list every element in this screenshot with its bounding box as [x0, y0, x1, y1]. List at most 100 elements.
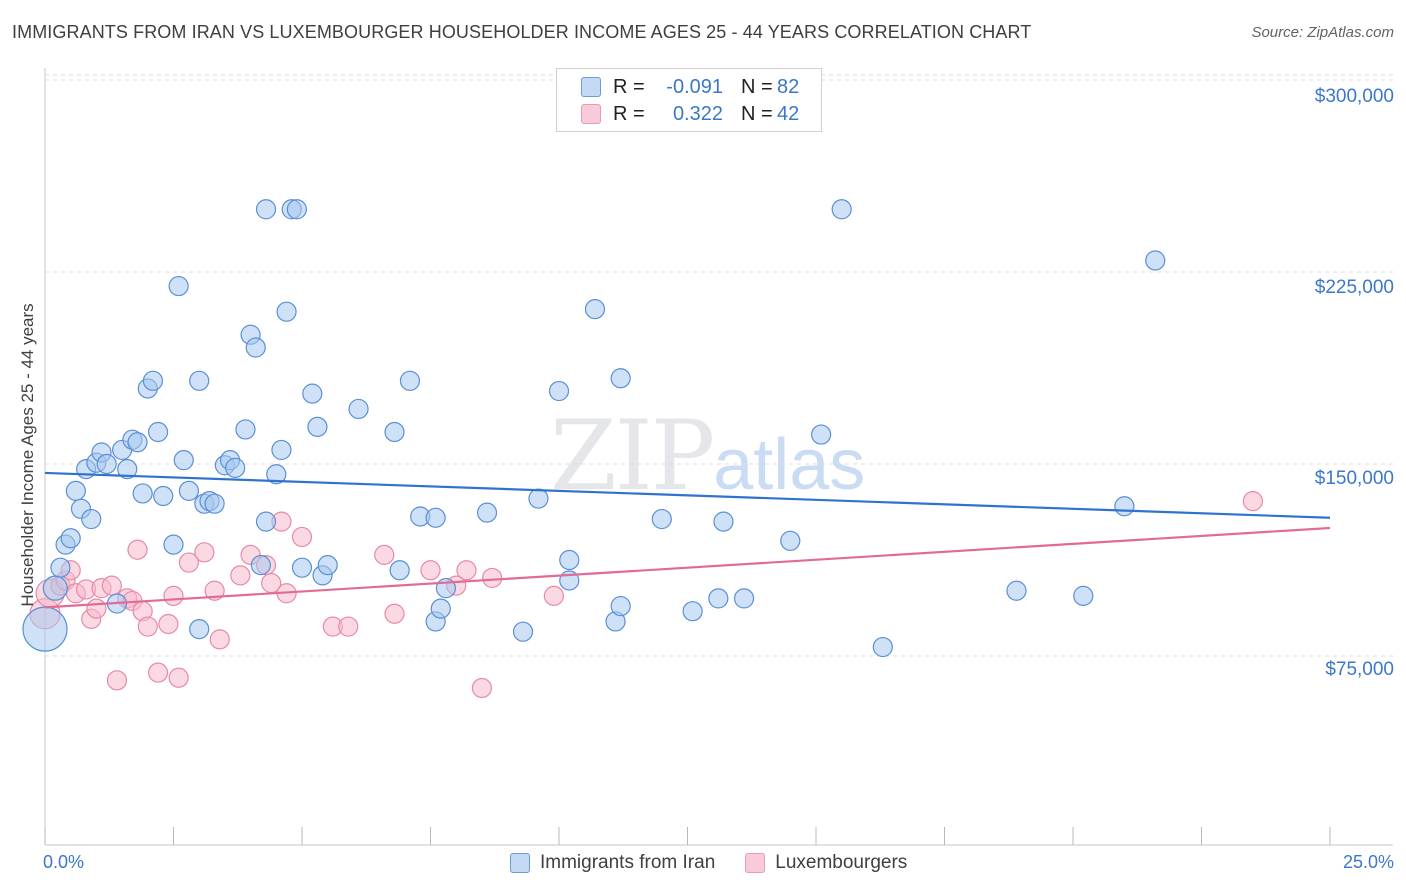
data-point: [60, 528, 81, 549]
data-point: [86, 598, 107, 619]
y-tick-label: $75,000: [1325, 659, 1394, 680]
r-value: -0.091: [666, 75, 723, 98]
data-point: [425, 507, 446, 528]
data-point: [147, 421, 169, 443]
data-point: [733, 588, 755, 609]
data-point: [543, 585, 564, 606]
data-point: [559, 549, 580, 571]
blue-swatch: [510, 853, 530, 873]
data-point: [302, 383, 323, 404]
data-point: [132, 483, 153, 504]
pink-swatch: [745, 853, 766, 873]
data-point: [163, 534, 184, 555]
data-point: [1145, 250, 1166, 271]
data-point: [96, 453, 117, 475]
data-point: [158, 613, 179, 635]
data-point: [194, 542, 215, 563]
data-point: [512, 621, 534, 642]
data-point: [384, 421, 405, 443]
data-point: [682, 601, 703, 622]
legend-item-iran[interactable]: Immigrants from Iran: [510, 852, 715, 874]
n-label: N =: [741, 75, 773, 98]
data-point: [189, 619, 210, 640]
data-point: [106, 670, 128, 691]
data-point: [142, 370, 164, 391]
trend-line-iran: [44, 471, 1331, 519]
stats-legend: R = -0.091 N = 82 R = 0.322 N = 42: [556, 68, 822, 132]
r-value: 0.322: [672, 102, 723, 125]
x-tick-label: 25.0%: [1342, 852, 1394, 872]
legend-row-luxembourgers: R = 0.322 N = 42: [581, 102, 799, 126]
iran-points: [22, 199, 1166, 658]
data-point: [482, 567, 503, 589]
data-point: [245, 337, 266, 358]
data-point: [225, 457, 246, 478]
data-point: [471, 677, 492, 699]
data-point: [50, 557, 71, 578]
data-point: [476, 502, 498, 523]
data-point: [235, 419, 256, 440]
data-point: [127, 539, 148, 560]
data-point: [317, 555, 338, 576]
trend-lines: [44, 471, 1331, 609]
legend-item-luxembourgers[interactable]: Luxembourgers: [745, 852, 907, 874]
source-note: Source: ZipAtlas.com: [1251, 24, 1394, 41]
r-label: R =: [613, 75, 645, 98]
data-point: [266, 464, 287, 485]
data-point: [168, 667, 189, 688]
data-point: [22, 606, 68, 652]
pink-swatch: [581, 104, 601, 124]
data-point: [291, 526, 313, 548]
data-point: [389, 560, 410, 581]
data-point: [209, 629, 230, 650]
n-value: 82: [777, 75, 800, 98]
data-point: [780, 530, 801, 551]
data-point: [230, 565, 251, 586]
x-tick-label: 0.0%: [43, 852, 85, 872]
data-point: [65, 480, 86, 501]
r-label: R =: [613, 102, 645, 125]
data-point: [204, 580, 225, 601]
data-point: [610, 595, 631, 617]
y-axis-label: Householder Income Ages 25 - 44 years: [18, 303, 37, 607]
legend-item-label: Immigrants from Iran: [540, 852, 716, 873]
data-point: [127, 432, 148, 453]
n-label: N =: [741, 102, 773, 125]
data-point: [81, 508, 102, 530]
data-point: [430, 598, 451, 619]
data-point: [384, 603, 405, 624]
data-point: [101, 575, 122, 596]
legend-row-iran: R = -0.091 N = 82: [581, 75, 799, 99]
y-tick-label: $300,000: [1314, 86, 1394, 107]
y-tick-label: $225,000: [1314, 277, 1394, 298]
data-point: [1114, 496, 1135, 517]
data-point: [189, 370, 210, 391]
data-point: [255, 511, 277, 532]
data-point: [307, 416, 328, 437]
data-point: [1242, 491, 1264, 512]
data-point: [548, 380, 570, 402]
data-point: [338, 616, 359, 637]
data-point: [271, 439, 292, 461]
data-point: [276, 301, 297, 322]
data-point: [399, 370, 421, 391]
series-legend: Immigrants from Iran Luxembourgers: [510, 852, 937, 874]
data-point: [286, 199, 307, 220]
data-point: [1006, 580, 1027, 601]
legend-item-label: Luxembourgers: [775, 852, 908, 873]
data-point: [117, 459, 138, 480]
data-point: [420, 560, 441, 581]
data-point: [173, 450, 194, 471]
data-point: [831, 199, 852, 220]
data-point: [178, 552, 200, 573]
data-point: [528, 488, 549, 509]
data-point: [811, 424, 832, 445]
y-tick-label: $150,000: [1314, 468, 1394, 489]
data-point: [1073, 585, 1094, 606]
data-point: [147, 662, 169, 683]
data-point: [713, 511, 734, 532]
blue-swatch: [581, 77, 601, 97]
data-point: [610, 368, 631, 389]
axes: [44, 68, 1393, 846]
